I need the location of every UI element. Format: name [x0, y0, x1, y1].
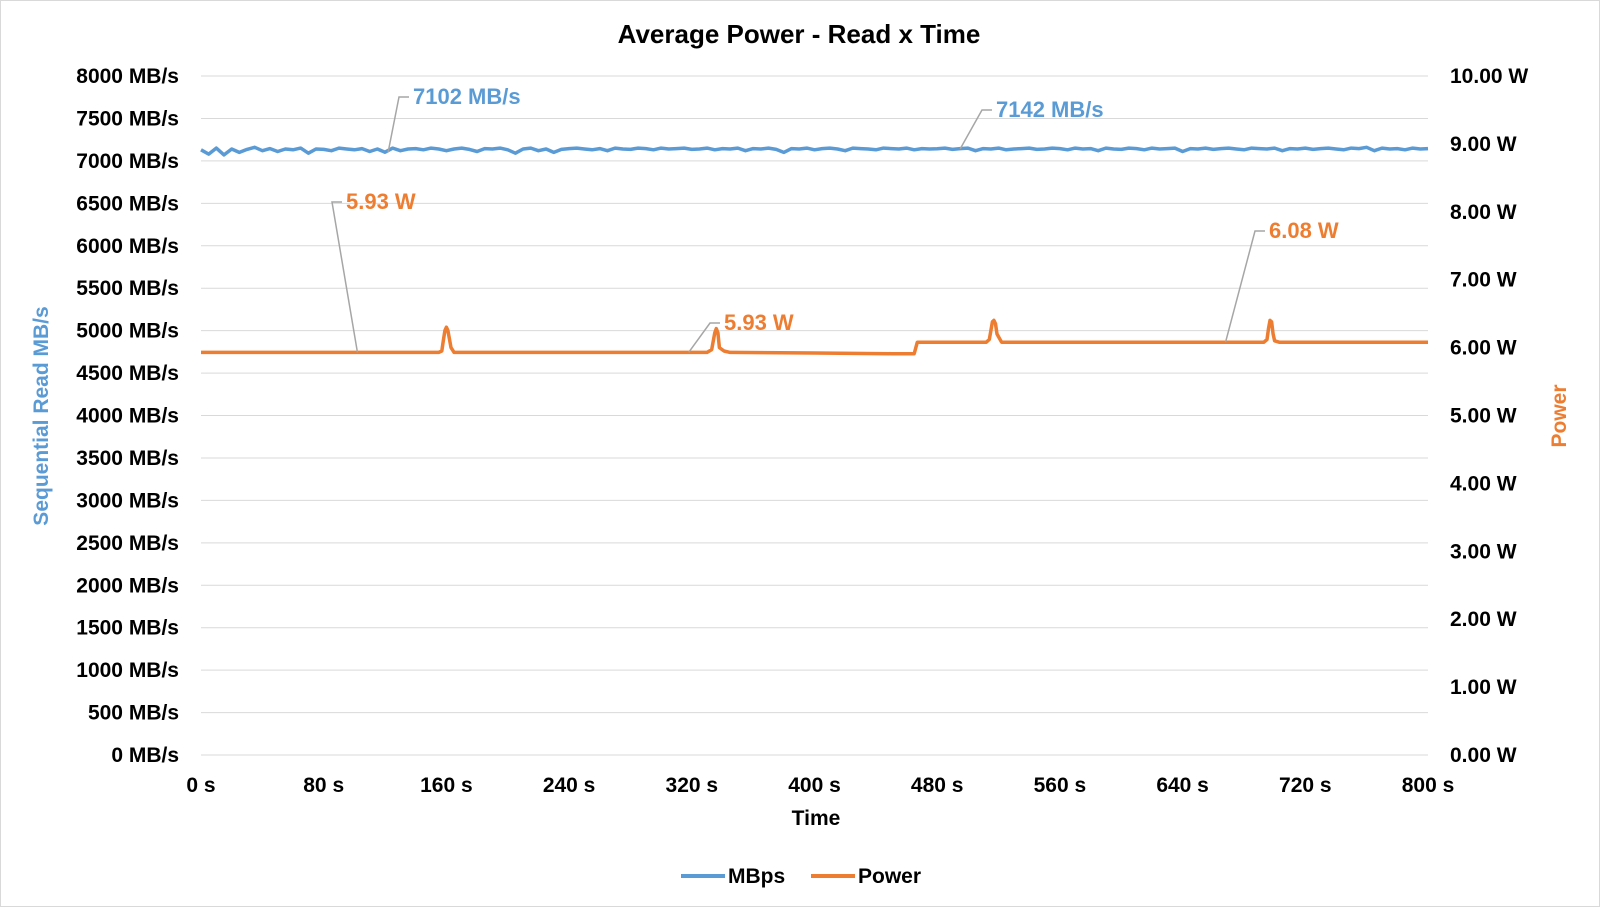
x-tick-labels: 0 s 80 s 160 s 240 s 320 s 400 s 480 s 560 s 640… [186, 774, 1454, 797]
legend-label-mbps: MBps [728, 865, 785, 888]
x-tick-label: 720 s [1279, 774, 1332, 797]
x-tick-label: 80 s [303, 774, 344, 797]
series-line-mbps [200, 145, 1429, 157]
y-right-tick-label: 7.00 W [1450, 269, 1517, 292]
annotation-leader-line [331, 201, 359, 353]
y-left-tick-label: 500 MB/s [88, 702, 179, 725]
annotation-leader-line [1224, 230, 1265, 343]
y-left-tick-label: 5000 MB/s [76, 320, 179, 343]
x-tick-label: 800 s [1402, 774, 1455, 797]
y-left-tick-label: 6500 MB/s [76, 192, 179, 215]
gridlines [201, 75, 1428, 756]
y-left-tick-label: 2000 MB/s [76, 574, 179, 597]
y-left-tick-label: 6000 MB/s [76, 235, 179, 258]
y-right-tick-label: 5.00 W [1450, 405, 1517, 428]
y-left-tick-label: 4500 MB/s [76, 362, 179, 385]
y-right-tick-label: 10.00 W [1450, 65, 1528, 88]
y-left-tick-label: 3500 MB/s [76, 447, 179, 470]
x-tick-label: 640 s [1156, 774, 1209, 797]
x-tick-label: 160 s [420, 774, 473, 797]
y-left-tick-label: 4000 MB/s [76, 405, 179, 428]
x-tick-label: 400 s [788, 774, 841, 797]
data-label: 7102 MB/s [413, 84, 521, 109]
series-lines [200, 145, 1429, 356]
annotation-leader-line [387, 96, 409, 153]
y-left-tick-label: 2500 MB/s [76, 532, 179, 555]
annotation-leader-line [688, 322, 720, 353]
y-right-axis-title: Power [1548, 384, 1571, 447]
y-left-tick-labels: 0 MB/s 500 MB/s 1000 MB/s 1500 MB/s 2000 MB/… [76, 65, 179, 767]
y-right-tick-label: 9.00 W [1450, 133, 1517, 156]
series-line-power [201, 318, 1428, 356]
y-left-tick-label: 1500 MB/s [76, 617, 179, 640]
annotation-leader-line [959, 109, 992, 150]
data-label: 5.93 W [724, 310, 794, 335]
x-tick-label: 240 s [543, 774, 596, 797]
data-annotations: 7102 MB/s 7142 MB/s 5.93 W 5.93 W 6.08 W [331, 84, 1339, 353]
y-right-tick-label: 4.00 W [1450, 472, 1517, 495]
y-right-tick-label: 0.00 W [1450, 744, 1517, 767]
x-tick-label: 560 s [1034, 774, 1087, 797]
y-left-tick-label: 7500 MB/s [76, 107, 179, 130]
data-label: 7142 MB/s [996, 97, 1104, 122]
y-left-tick-label: 5500 MB/s [76, 277, 179, 300]
data-label: 5.93 W [346, 189, 416, 214]
x-axis-title: Time [792, 807, 841, 830]
y-right-tick-label: 1.00 W [1450, 676, 1517, 699]
y-left-tick-label: 8000 MB/s [76, 65, 179, 88]
y-left-axis-title: Sequential Read MB/s [30, 306, 53, 525]
x-tick-label: 480 s [911, 774, 964, 797]
y-left-tick-label: 7000 MB/s [76, 150, 179, 173]
chart-title: Average Power - Read x Time [618, 19, 981, 49]
y-right-tick-label: 3.00 W [1450, 540, 1517, 563]
legend-label-power: Power [858, 865, 921, 888]
data-label: 6.08 W [1269, 218, 1339, 243]
y-right-tick-labels: 0.00 W 1.00 W 2.00 W 3.00 W 4.00 W 5.00 W 6.00… [1450, 65, 1528, 767]
x-tick-label: 0 s [186, 774, 215, 797]
x-tick-label: 320 s [666, 774, 719, 797]
y-left-tick-label: 1000 MB/s [76, 659, 179, 682]
y-right-tick-label: 2.00 W [1450, 608, 1517, 631]
y-right-tick-label: 8.00 W [1450, 201, 1517, 224]
y-right-tick-label: 6.00 W [1450, 337, 1517, 360]
y-left-tick-label: 0 MB/s [111, 744, 179, 767]
y-left-tick-label: 3000 MB/s [76, 489, 179, 512]
legend: MBps Power [681, 865, 921, 888]
